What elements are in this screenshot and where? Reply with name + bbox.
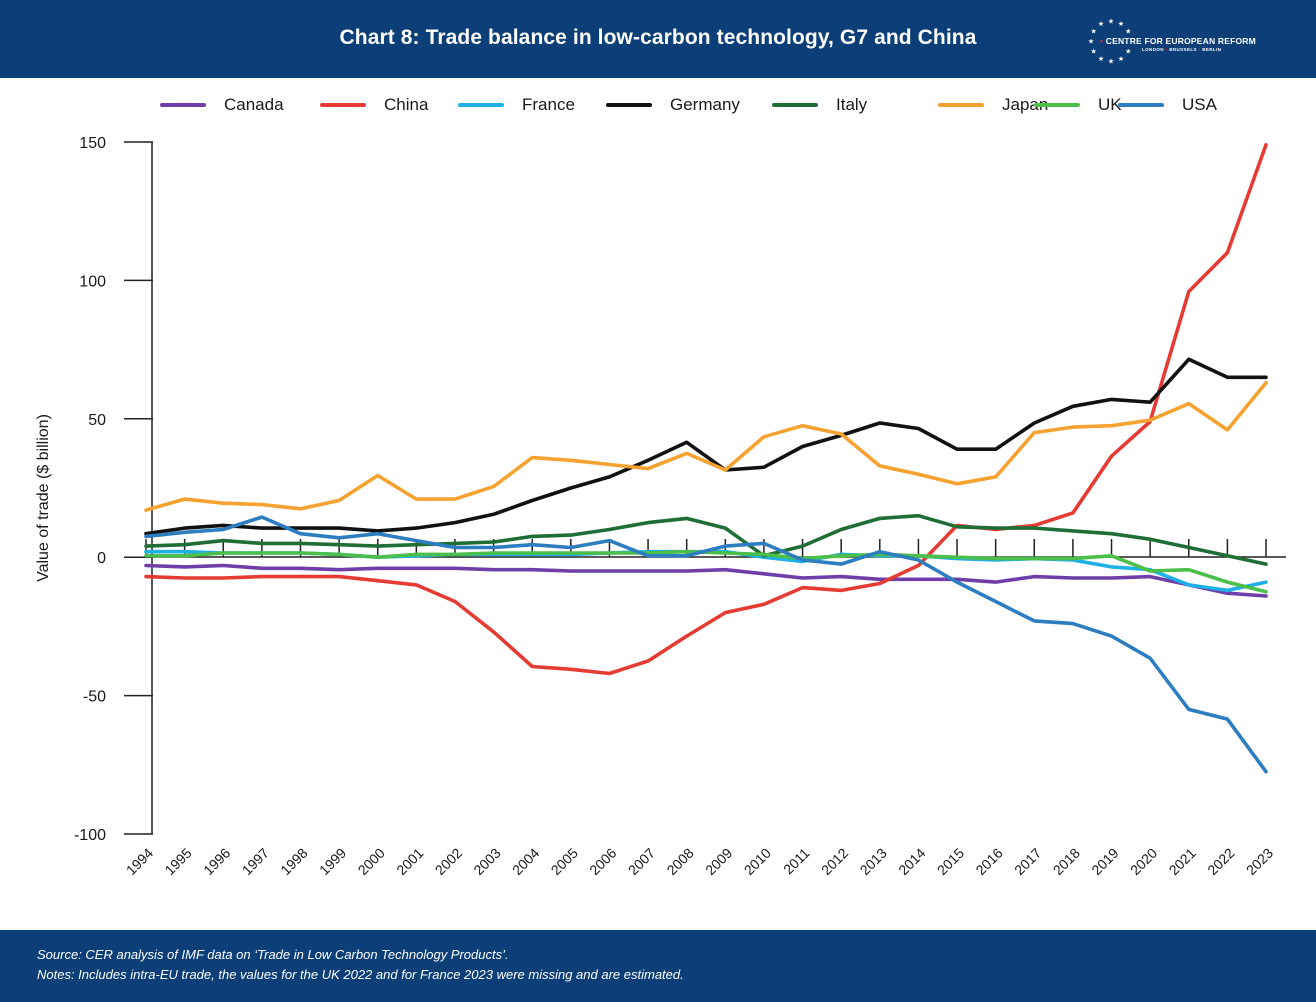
y-tick-label: -100 [74,827,106,844]
legend-label: Japan [1002,95,1049,114]
x-tick-label: 2014 [895,845,928,878]
legend-label: USA [1182,95,1217,114]
legend-swatch [1034,103,1080,107]
y-tick-label: 50 [88,412,106,429]
star-icon: ★ [1118,55,1124,63]
y-tick-label: 0 [97,550,106,567]
header-banner: Chart 8: Trade balance in low-carbon tec… [0,0,1316,78]
legend-swatch [772,103,818,107]
legend-item-usa: USA [1118,92,1217,118]
star-icon: ★ [1108,58,1114,66]
x-tick-label: 1995 [161,845,194,878]
x-tick-label: 1998 [277,845,310,878]
x-tick-label: 1996 [200,845,233,878]
star-icon: ★ [1108,18,1114,26]
series-line-japan [144,380,1268,512]
x-tick-label: 2017 [1011,845,1044,878]
x-tick-label: 2012 [818,845,851,878]
star-icon: ★ [1091,48,1097,56]
legend-item-germany: Germany [606,92,740,118]
source-note: Source: CER analysis of IMF data on ‘Tra… [37,947,509,962]
legend-item-japan: Japan [938,92,1048,118]
legend-item-france: France [458,92,575,118]
legend-swatch [320,103,366,107]
legend-swatch [160,103,206,107]
x-tick-label: 2005 [548,845,581,878]
y-tick-label: 100 [79,273,106,290]
eu-stars-icon: ★ ★★★★★★★★★★ [1088,18,1132,66]
star-icon: ★ [1118,20,1124,28]
x-tick-label: 2007 [625,845,658,878]
notes-text: Notes: Includes intra-EU trade, the valu… [37,967,684,982]
y-axis-title: Value of trade ($ billion) [35,414,52,582]
x-tick-label: 1997 [239,845,272,878]
legend-label: Italy [836,95,868,114]
x-tick-label: 2008 [663,845,696,878]
x-tick-label: 2013 [857,845,890,878]
logo-cities: LONDON • BRUSSELS • BERLIN [1142,47,1222,52]
legend-swatch [458,103,504,107]
x-tick-label: 2000 [355,845,388,878]
x-tick-label: 2006 [586,845,619,878]
series-line-italy [144,513,1268,566]
chart-legend: Canada China France Germany Italy Japan UK USA [160,92,1260,118]
chart-title: Chart 8: Trade balance in low-carbon tec… [339,26,977,49]
y-tick-label: 150 [79,135,106,152]
x-tick-label: 2015 [934,845,967,878]
cer-logo: ★ ★ ★ ★ ★ ★ ★ ★ ★ ★ ★ • CENTRE FOR EUROPEAN REFORM… [1086,16,1261,66]
legend-label: China [384,95,429,114]
x-tick-label: 2003 [470,845,503,878]
x-tick-label: 2020 [1127,845,1160,878]
footer-banner: Source: CER analysis of IMF data on ‘Tra… [0,930,1316,1002]
legend-item-canada: Canada [160,92,284,118]
x-tick-label: 2019 [1088,845,1121,878]
x-tick-label: 2001 [393,845,426,878]
star-icon: ★ [1098,20,1104,28]
series-line-usa [144,515,1268,774]
x-tick-label: 2010 [741,845,774,878]
legend-item-china: China [320,92,428,118]
legend-item-uk: UK [1034,92,1122,118]
x-tick-label: 2018 [1050,845,1083,878]
x-tick-label: 2011 [780,845,813,878]
star-icon: ★ [1091,28,1097,36]
star-icon: ★ [1125,28,1131,36]
x-tick-label: 2022 [1204,845,1237,878]
legend-swatch [606,103,652,107]
x-tick-label: 2021 [1166,845,1199,878]
series-line-china [144,143,1268,676]
y-tick-label: -50 [83,689,106,706]
logo-name: • CENTRE FOR EUROPEAN REFORM [1100,36,1256,46]
legend-label: France [522,95,575,114]
x-tick-label: 1999 [316,845,349,878]
x-tick-label: 1994 [123,845,156,878]
star-icon: ★ [1098,55,1104,63]
legend-label: Canada [224,95,284,114]
legend-swatch [1118,103,1164,107]
legend-item-italy: Italy [772,92,867,118]
x-tick-label: 2002 [432,845,465,878]
x-tick-label: 2009 [702,845,735,878]
x-tick-label: 2016 [972,845,1005,878]
legend-label: UK [1098,95,1122,114]
legend-swatch [938,103,984,107]
star-icon: ★ [1125,48,1131,56]
x-tick-label: 2004 [509,845,542,878]
x-tick-label: 2023 [1243,845,1276,878]
series-line-germany [144,357,1268,536]
star-icon: ★ [1088,38,1094,46]
legend-label: Germany [670,95,740,114]
series-line-canada [144,563,1268,598]
